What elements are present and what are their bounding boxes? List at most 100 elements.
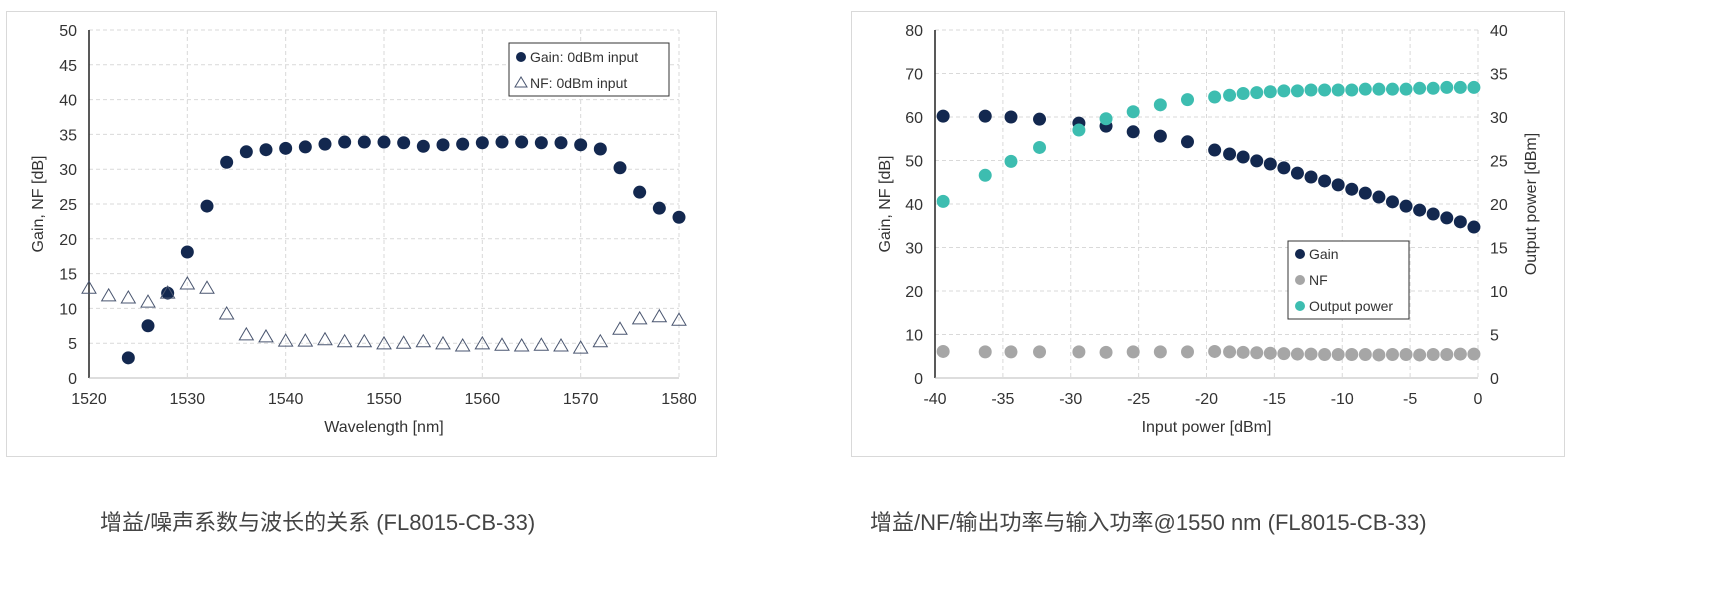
nf-point [1236, 345, 1250, 359]
legend-label: NF: 0dBm input [530, 75, 627, 91]
legend-label: NF [1309, 272, 1328, 288]
output-point [1399, 82, 1413, 96]
gain-point [1153, 129, 1167, 143]
gain-point [239, 145, 253, 159]
y2-tick-label: 30 [1490, 110, 1508, 127]
y-tick-label: 30 [905, 241, 923, 258]
nf-point [1263, 346, 1277, 360]
y-tick-label: 10 [905, 328, 923, 345]
nf-point [1180, 345, 1194, 359]
output-point [1250, 86, 1264, 100]
gain-point [1208, 143, 1222, 157]
x-tick-label: -35 [991, 391, 1014, 408]
gain-point [1358, 186, 1372, 200]
nf-point [140, 294, 156, 308]
gain-point [495, 135, 509, 149]
gain-point [161, 286, 175, 300]
y-axis-label: Gain, NF [dB] [30, 156, 47, 253]
gain-point [220, 155, 234, 169]
gain-point [1318, 174, 1332, 188]
nf-point [1033, 345, 1047, 359]
gain-point [1467, 220, 1481, 234]
output-point [1467, 80, 1481, 94]
x-tick-label: -10 [1331, 391, 1354, 408]
nf-point [651, 308, 668, 323]
x-tick-label: -15 [1263, 391, 1286, 408]
y-tick-label: 20 [59, 232, 77, 249]
x-tick-label: 1540 [268, 391, 304, 408]
gain-point [1223, 147, 1237, 161]
y-tick-label: 80 [905, 23, 923, 40]
nf-point [592, 333, 609, 348]
y-tick-label: 45 [59, 58, 77, 75]
x-tick-label: -20 [1195, 391, 1218, 408]
nf-point [120, 289, 137, 304]
output-point [1290, 84, 1304, 98]
gain-point [633, 185, 647, 199]
gain-point [416, 139, 430, 153]
nf-point [1208, 344, 1222, 358]
output-point [936, 194, 950, 208]
gain-point [1372, 190, 1386, 204]
nf-point [435, 335, 451, 350]
output-point [1263, 85, 1277, 99]
output-point [978, 168, 992, 182]
nf-point [1004, 345, 1018, 359]
y2-tick-label: 25 [1490, 154, 1508, 171]
output-point [1453, 80, 1467, 94]
gain-point [121, 351, 135, 365]
nf-point [317, 331, 333, 346]
y-tick-label: 50 [905, 154, 923, 171]
y-tick-label: 40 [905, 197, 923, 214]
gain-point [279, 141, 293, 155]
caption-input-power: 增益/NF/输出功率与输入功率@1550 nm (FL8015-CB-33) [870, 510, 1427, 535]
y-tick-label: 0 [68, 371, 77, 388]
gain-point [1126, 125, 1140, 139]
output-point [1004, 154, 1018, 168]
y2-tick-label: 15 [1490, 241, 1508, 258]
nf-point [978, 345, 992, 359]
x-tick-label: 1550 [366, 391, 402, 408]
nf-point [1399, 348, 1413, 362]
y-tick-label: 5 [68, 336, 77, 353]
nf-point [81, 280, 97, 294]
input-power-chart-panel: -40 -35 -30 -25 -20 -15 -10 -5 0 0 10 20 30 40 50 60 70 8… [851, 11, 1565, 457]
x-tick-label: -5 [1403, 391, 1417, 408]
legend-label: Gain: 0dBm input [530, 49, 638, 65]
output-point [1072, 123, 1086, 137]
nf-point [218, 305, 235, 320]
x-tick-label: 1580 [661, 391, 697, 408]
wavelength-chart: 1520 1530 1540 1550 1560 1570 1580051015202530… [30, 23, 697, 436]
gain-point [180, 245, 194, 259]
x-tick-label: -25 [1127, 391, 1150, 408]
nf-point [671, 312, 687, 326]
output-point [1331, 83, 1345, 97]
gain-point [1331, 178, 1345, 192]
nf-point [1153, 345, 1167, 359]
output-point [1180, 93, 1194, 107]
gain-point [436, 138, 450, 152]
output-point [1223, 88, 1237, 102]
nf-point [159, 285, 176, 299]
nf-point [612, 321, 628, 335]
x-tick-label: 1570 [563, 391, 599, 408]
nf-point [238, 326, 255, 341]
gain-point [200, 199, 214, 213]
nf-point [179, 276, 196, 290]
nf-point [1385, 348, 1399, 362]
nf-point [356, 333, 373, 348]
nf-point [1290, 347, 1304, 361]
nf-point [1345, 348, 1359, 362]
gain-point [1385, 195, 1399, 209]
gain-point [397, 136, 411, 150]
y2-tick-label: 0 [1490, 371, 1499, 388]
y2-tick-label: 35 [1490, 67, 1508, 84]
y2-tick-label: 20 [1490, 197, 1508, 214]
nf-point [454, 337, 471, 352]
gain-point [593, 142, 607, 156]
nf-point [1467, 347, 1481, 361]
y-tick-label: 0 [914, 371, 923, 388]
gain-point [534, 136, 548, 150]
output-point [1426, 81, 1440, 95]
gain-point [1004, 110, 1018, 124]
